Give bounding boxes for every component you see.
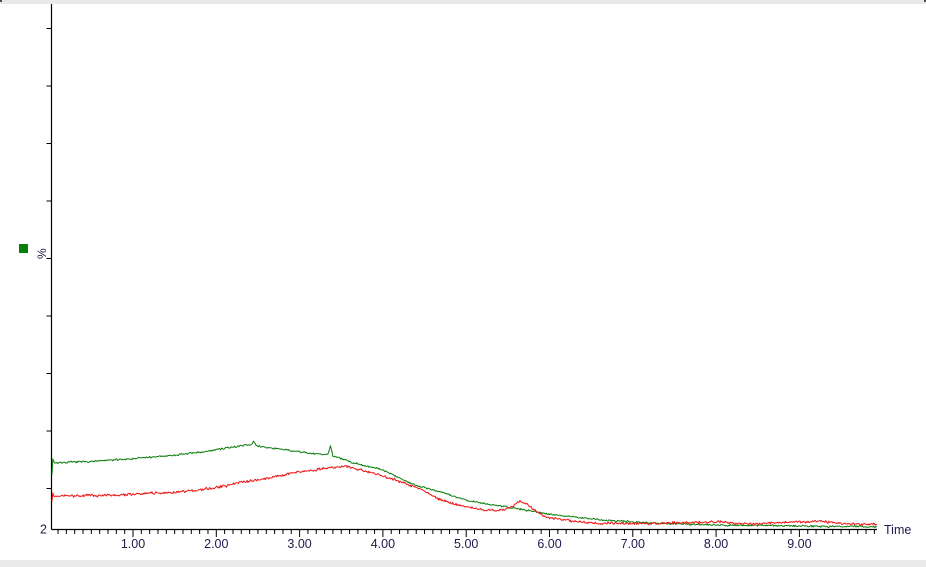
y-min-label: 2 [40, 523, 47, 537]
x-tick-label: 6.00 [537, 537, 561, 551]
x-tick-label: 8.00 [704, 537, 728, 551]
percent-axis-label: % [35, 248, 49, 259]
time-axis-label: Time [884, 523, 911, 537]
window-bottom-edge [0, 560, 926, 567]
legend-green-square-marker[interactable] [19, 244, 28, 253]
x-tick-label: 2.00 [204, 537, 228, 551]
x-tick-label: 7.00 [621, 537, 645, 551]
x-tick-label: 9.00 [787, 537, 811, 551]
red-trace [51, 465, 878, 526]
window-top-edge [0, 0, 926, 4]
window-corner-top-right [924, 0, 926, 2]
green-trace [51, 440, 878, 529]
x-tick-label: 5.00 [454, 537, 478, 551]
x-tick-label: 4.00 [371, 537, 395, 551]
x-tick-label: 1.00 [121, 537, 145, 551]
window-corner-top-left [0, 0, 2, 2]
x-tick-label: 3.00 [287, 537, 311, 551]
